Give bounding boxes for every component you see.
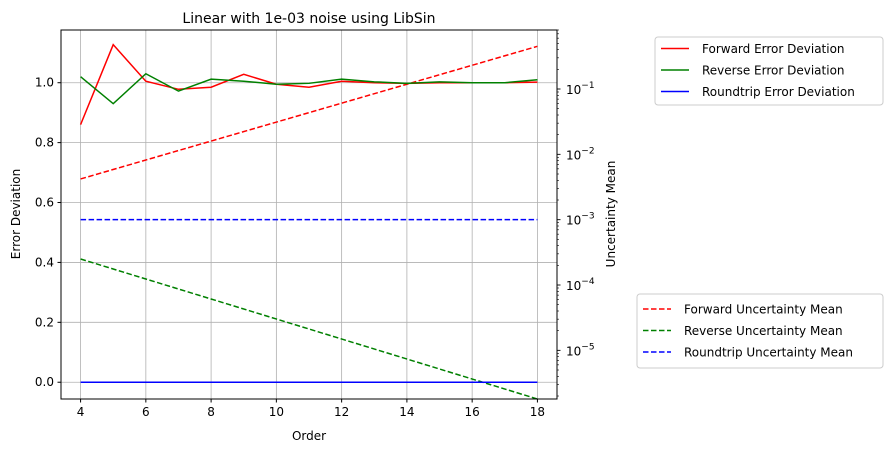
series-line-reverse-uncertainty-mean	[80, 258, 538, 400]
x-axis: 4 6 8 10 12 14 16 18	[77, 399, 545, 419]
x-tick-label: 6	[142, 405, 150, 419]
x-tick-label: 18	[530, 405, 545, 419]
legend-label: Roundtrip Uncertainty Mean	[684, 346, 853, 360]
x-tick-label: 4	[77, 405, 85, 419]
legend-top: Forward Error Deviation Reverse Error Dev…	[654, 36, 884, 106]
y-left-tick-label: 0.4	[35, 255, 54, 269]
x-axis-label: Order	[292, 429, 326, 443]
legend-bottom-frame	[636, 293, 884, 369]
y-axis-left: 0.0 0.2 0.4 0.6 0.8 1.0	[35, 76, 61, 389]
series-line-forward-error-deviation	[79, 43, 538, 125]
y-left-tick-label: 0.8	[35, 136, 54, 150]
y-right-tick-label: 10−4	[566, 277, 595, 293]
y-right-tick-label: 10−3	[566, 212, 595, 228]
series-line-forward-uncertainty-mean	[80, 45, 538, 180]
y-axis-left-label: Error Deviation	[9, 169, 23, 259]
legend-top-frame	[654, 36, 884, 106]
y-left-tick-label: 0.2	[35, 315, 54, 329]
y-left-tick-label: 0.6	[35, 196, 54, 210]
x-tick-label: 10	[269, 405, 284, 419]
legend-label: Reverse Uncertainty Mean	[684, 324, 843, 338]
x-tick-label: 12	[334, 405, 349, 419]
y-axis-right-label: Uncertainty Mean	[604, 161, 618, 268]
y-axis-right: 10−5 10−4 10−3 10−2 10−1	[557, 29, 595, 397]
y-left-tick-label: 0.0	[35, 375, 54, 389]
legend-label: Reverse Error Deviation	[702, 64, 845, 78]
legend-label: Forward Uncertainty Mean	[684, 303, 843, 317]
legend-label: Roundtrip Error Deviation	[702, 85, 855, 99]
series-layer	[79, 43, 538, 400]
series-line-reverse-error-deviation	[80, 72, 538, 105]
y-right-tick-label: 10−2	[566, 146, 595, 162]
grid	[61, 30, 557, 399]
chart-title: Linear with 1e-03 noise using LibSin	[182, 11, 435, 27]
x-tick-label: 16	[465, 405, 480, 419]
y-left-tick-label: 1.0	[35, 76, 54, 90]
x-tick-label: 8	[207, 405, 215, 419]
x-tick-label: 14	[399, 405, 414, 419]
legend-label: Forward Error Deviation	[702, 42, 845, 56]
y-right-tick-label: 10−5	[566, 342, 595, 358]
y-right-tick-label: 10−1	[566, 81, 595, 97]
plot-frame	[60, 29, 558, 400]
legend-bottom: Forward Uncertainty Mean Reverse Uncertai…	[636, 293, 884, 369]
